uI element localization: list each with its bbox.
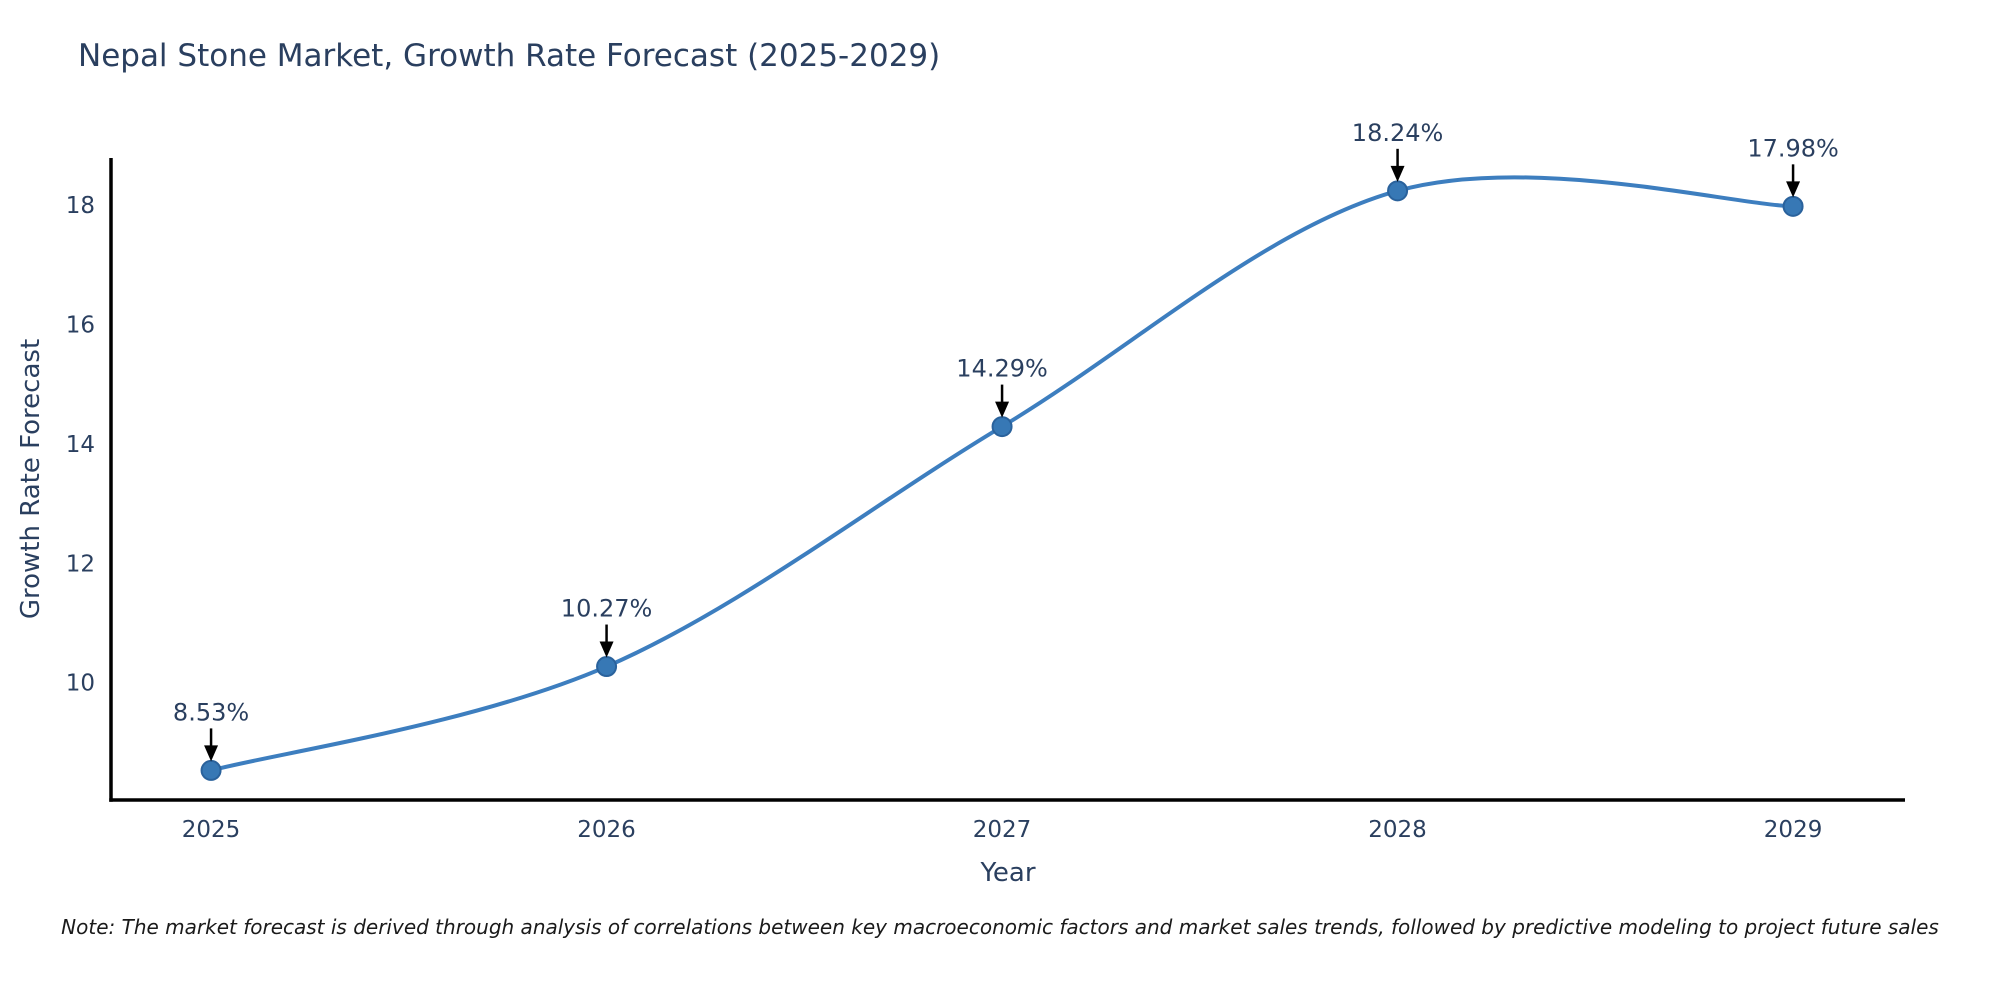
- annotation-arrowhead: [1786, 181, 1801, 198]
- data-point-2026[interactable]: [596, 656, 618, 678]
- footnote: Note: The market forecast is derived thr…: [61, 915, 1939, 939]
- x-tick-label: 2029: [1764, 817, 1823, 843]
- y-tick-label: 18: [66, 193, 95, 219]
- y-axis-title: Growth Rate Forecast: [16, 338, 46, 620]
- x-tick-label: 2027: [973, 817, 1032, 843]
- data-point-2029[interactable]: [1782, 195, 1804, 217]
- x-tick-label: 2025: [182, 817, 241, 843]
- series-line[interactable]: [210, 175, 1794, 773]
- data-point-2028[interactable]: [1387, 180, 1409, 202]
- y-tick-label: 14: [66, 432, 95, 458]
- y-tick-label: 10: [66, 671, 95, 697]
- annotation-arrowhead: [1390, 165, 1405, 182]
- y-tick-label: 16: [66, 313, 95, 339]
- x-tick-label: 2026: [577, 817, 636, 843]
- x-axis-title: Year: [980, 858, 1036, 888]
- annotation-label: 10.27%: [561, 595, 653, 623]
- annotation-arrowhead: [599, 641, 614, 658]
- annotation-label: 17.98%: [1747, 134, 1839, 162]
- x-tick-label: 2028: [1368, 817, 1427, 843]
- annotation-arrowhead: [995, 401, 1010, 418]
- annotation-label: 14.29%: [956, 355, 1048, 383]
- annotation-label: 8.53%: [173, 698, 249, 726]
- annotation-arrowhead: [204, 745, 219, 762]
- annotation-label: 18.24%: [1352, 119, 1444, 147]
- data-point-2027[interactable]: [991, 416, 1013, 438]
- y-tick-label: 12: [66, 551, 95, 577]
- chart-title: Nepal Stone Market, Growth Rate Forecast…: [78, 38, 941, 74]
- data-point-2025[interactable]: [200, 759, 222, 781]
